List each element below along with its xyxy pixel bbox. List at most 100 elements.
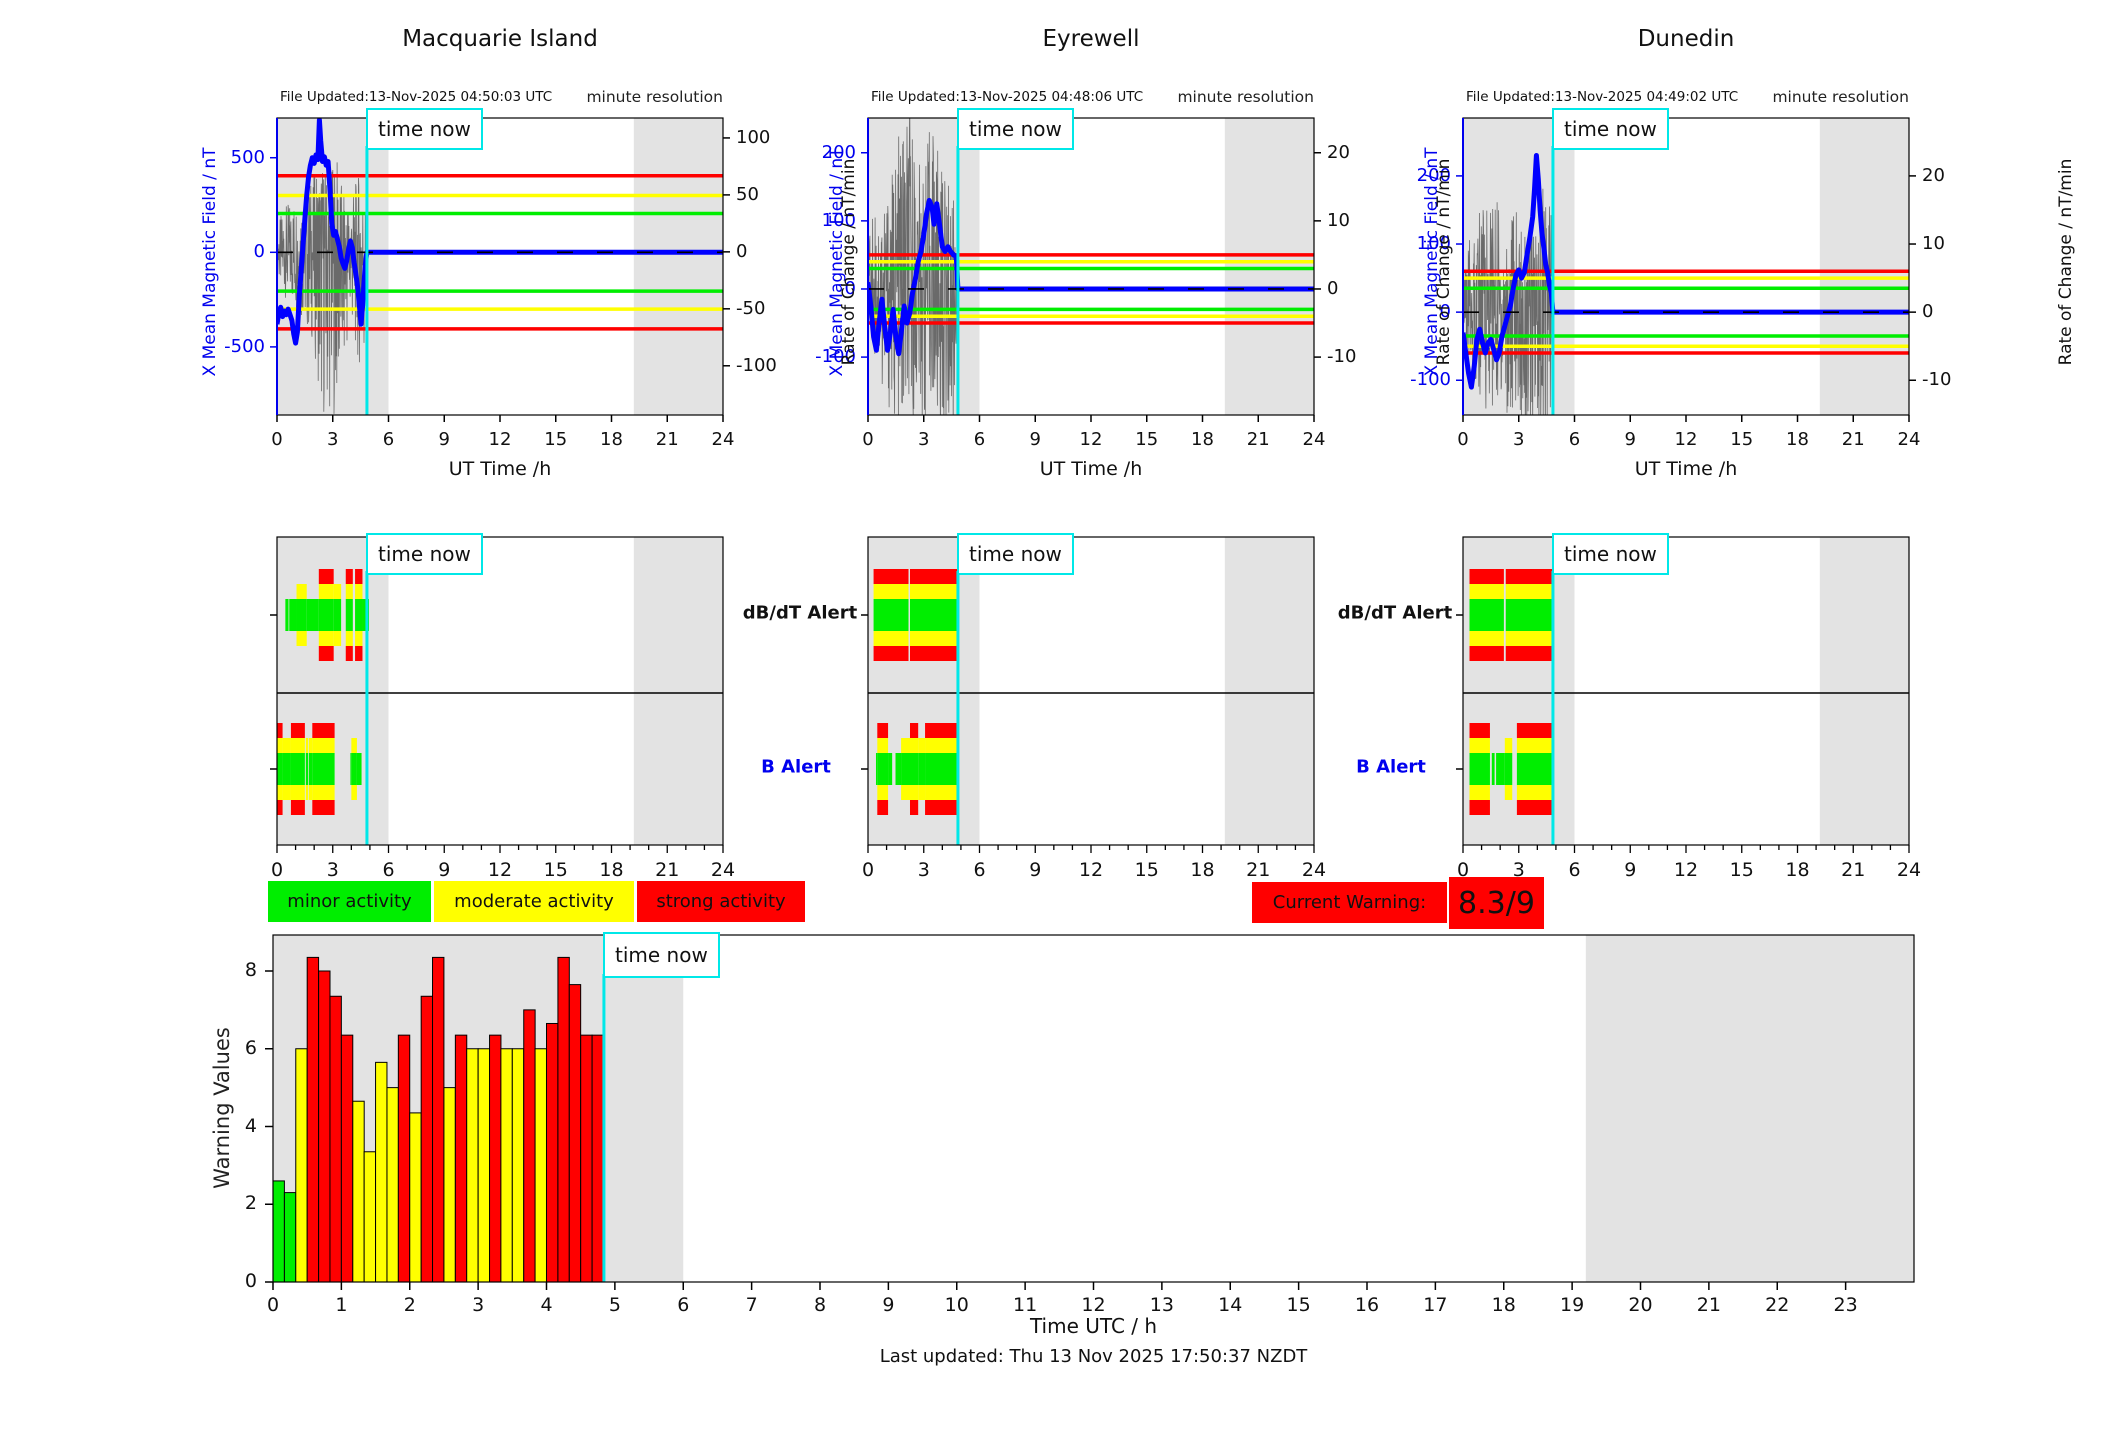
right-tick-label: -100: [736, 354, 777, 376]
x-tick-label: 21: [655, 429, 679, 450]
alert-bar-minor: [318, 599, 334, 631]
x-tick-label: 24: [1302, 429, 1326, 450]
db-dt-alert-label: dB/dT Alert: [1337, 602, 1453, 624]
alert-bar-moderate: [345, 584, 353, 599]
alert-bar-moderate: [873, 631, 909, 646]
alert-bar-minor: [1496, 753, 1505, 785]
warning-bar-strong: [329, 995, 342, 1283]
alert-x-tick-label: 0: [861, 859, 875, 881]
warning-x-tick-label: 11: [1013, 1294, 1038, 1316]
warning-bar-strong: [523, 1009, 536, 1283]
x-tick-label: 15: [1135, 429, 1159, 450]
alert-x-tick-label: 24: [1301, 859, 1327, 881]
db-dt-alert-label: dB/dT Alert: [742, 602, 858, 624]
alert-x-tick-label: 3: [917, 859, 930, 881]
alert-x-tick-label: 21: [655, 859, 680, 881]
alert-bar-moderate: [333, 584, 342, 599]
x-tick-label: 6: [1568, 429, 1581, 450]
warning-y-tick-label: 4: [244, 1114, 257, 1137]
alert-bar-moderate: [918, 785, 926, 800]
alert-x-tick-label: 18: [599, 859, 624, 881]
alert-bar-minor: [1504, 753, 1513, 785]
alert-bar-moderate: [333, 631, 342, 646]
alert-bar-minor: [909, 599, 959, 631]
alert-bar-strong: [1516, 800, 1555, 815]
alert-bar-strong: [1469, 646, 1504, 661]
alert-bar-moderate: [290, 738, 305, 753]
alert-bar-minor: [305, 753, 309, 785]
alert-bar-moderate: [345, 631, 353, 646]
alert-bar-moderate: [1516, 785, 1555, 800]
alert-bar-minor: [888, 753, 893, 785]
alert-bar-minor: [351, 753, 357, 785]
warning-x-tick-label: 16: [1354, 1294, 1380, 1316]
x-tick-label: 12: [1079, 429, 1103, 450]
left-tick-label: -500: [224, 335, 265, 357]
alert-bar-moderate: [282, 738, 291, 753]
alert-bar-strong: [312, 800, 335, 815]
warning-x-tick-label: 6: [677, 1294, 690, 1316]
shaded-band: [1819, 537, 1909, 845]
x-tick-label: 18: [600, 429, 623, 450]
alert-bar-minor: [918, 753, 926, 785]
shaded-band: [633, 118, 723, 415]
right-tick-label: 10: [1922, 233, 1945, 255]
alert-bar-strong: [1505, 569, 1555, 584]
warning-y-tick-label: 2: [244, 1192, 257, 1215]
warning-bar-moderate: [386, 1087, 399, 1283]
file-updated-text: File Updated:13-Nov-2025 04:49:02 UTC: [1466, 89, 1739, 105]
alert-bar-minor: [350, 753, 352, 785]
alert-bar-moderate: [277, 785, 283, 800]
alert-x-tick-label: 24: [1896, 859, 1922, 881]
warning-bar-strong: [557, 956, 570, 1283]
alert-bar-minor: [1491, 753, 1495, 785]
alert-bar-minor: [290, 753, 305, 785]
alert-bar-moderate: [909, 584, 959, 599]
last-updated-text: Last updated: Thu 13 Nov 2025 17:50:37 N…: [879, 1346, 1308, 1367]
alert-bar-moderate: [925, 785, 958, 800]
alert-bar-strong: [877, 800, 889, 815]
alert-x-tick-label: 24: [710, 859, 736, 881]
warning-bar-strong: [580, 1034, 593, 1283]
alert-bar-moderate: [918, 738, 926, 753]
warning-x-tick-label: 4: [540, 1294, 553, 1316]
alert-x-tick-label: 12: [487, 859, 513, 881]
alert-bar-minor: [1516, 753, 1555, 785]
alert-x-tick-label: 18: [1785, 859, 1810, 881]
alert-bar-minor: [875, 753, 878, 785]
alert-bar-moderate: [1469, 785, 1490, 800]
warning-bar-moderate: [375, 1061, 388, 1283]
warning-bar-strong: [591, 1034, 605, 1283]
warning-x-tick-label: 18: [1491, 1294, 1516, 1316]
warning-bar-strong: [306, 956, 320, 1283]
left-tick-label: 500: [230, 146, 265, 168]
warning-bar-moderate: [352, 1100, 365, 1283]
alert-bar-strong: [1469, 569, 1504, 584]
x-tick-label: 12: [488, 429, 512, 450]
station-title: Macquarie Island: [402, 26, 598, 52]
x-tick-label: 15: [1730, 429, 1754, 450]
warning-bar-minor: [272, 1180, 285, 1283]
alert-x-tick-label: 15: [543, 859, 568, 881]
alert-bar-moderate: [909, 631, 959, 646]
alert-x-tick-label: 12: [1078, 859, 1104, 881]
alert-bar-minor: [306, 599, 319, 631]
x-tick-label: 21: [1246, 429, 1270, 450]
alert-bar-minor: [345, 599, 353, 631]
mean-field-axis-label: X Mean Magnetic Field / nT: [200, 147, 220, 377]
x-tick-label: 18: [1191, 429, 1214, 450]
warning-x-tick-label: 8: [813, 1294, 827, 1316]
alert-bar-strong: [877, 723, 889, 738]
warning-bar-strong: [546, 1022, 559, 1283]
alert-bar-strong: [290, 723, 305, 738]
ut-time-label: UT Time /h: [1039, 458, 1143, 480]
alert-bar-strong: [925, 723, 958, 738]
warning-x-tick-label: 5: [608, 1294, 621, 1316]
warning-x-tick-label: 1: [335, 1294, 348, 1316]
minute-resolution-label: minute resolution: [1772, 88, 1909, 106]
rate-axis-label: Rate of Change / nT/min: [1434, 158, 1454, 366]
alert-x-tick-label: 6: [382, 859, 395, 881]
x-tick-label: 18: [1786, 429, 1809, 450]
alert-bar-minor: [296, 599, 307, 631]
